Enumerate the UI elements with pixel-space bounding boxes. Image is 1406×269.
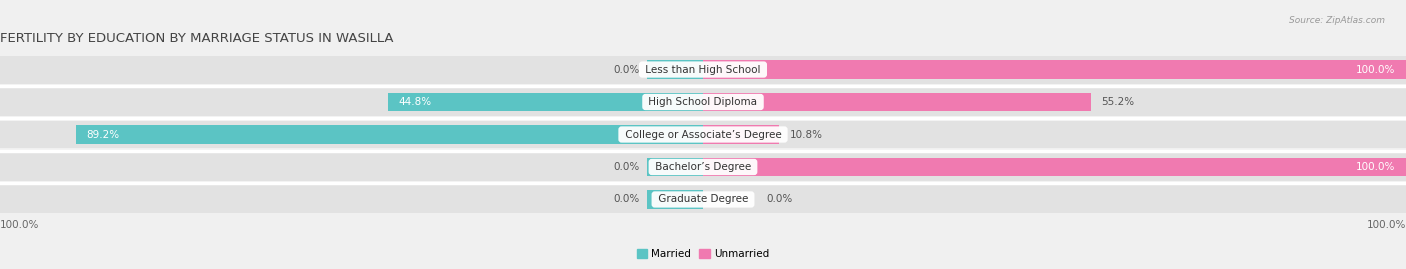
Bar — [388, 93, 703, 111]
Bar — [647, 60, 703, 79]
Text: 100.0%: 100.0% — [1355, 162, 1395, 172]
Bar — [703, 125, 779, 144]
Text: 55.2%: 55.2% — [1102, 97, 1135, 107]
Text: 0.0%: 0.0% — [613, 194, 640, 204]
Bar — [647, 190, 703, 209]
Bar — [0, 186, 1406, 213]
Text: Source: ZipAtlas.com: Source: ZipAtlas.com — [1289, 16, 1385, 25]
Bar — [647, 158, 703, 176]
Text: Bachelor’s Degree: Bachelor’s Degree — [652, 162, 754, 172]
Text: High School Diploma: High School Diploma — [645, 97, 761, 107]
Text: 44.8%: 44.8% — [399, 97, 432, 107]
Bar — [703, 158, 1406, 176]
Text: 10.8%: 10.8% — [790, 129, 823, 140]
Text: FERTILITY BY EDUCATION BY MARRIAGE STATUS IN WASILLA: FERTILITY BY EDUCATION BY MARRIAGE STATU… — [0, 32, 394, 45]
Text: 0.0%: 0.0% — [613, 65, 640, 75]
Legend: Married, Unmarried: Married, Unmarried — [633, 245, 773, 264]
Text: 0.0%: 0.0% — [613, 162, 640, 172]
Text: 100.0%: 100.0% — [1367, 220, 1406, 230]
Text: 100.0%: 100.0% — [1355, 65, 1395, 75]
Bar — [76, 125, 703, 144]
Text: Less than High School: Less than High School — [643, 65, 763, 75]
Text: 0.0%: 0.0% — [766, 194, 793, 204]
Text: College or Associate’s Degree: College or Associate’s Degree — [621, 129, 785, 140]
Bar — [703, 60, 1406, 79]
Text: 100.0%: 100.0% — [0, 220, 39, 230]
Bar — [0, 88, 1406, 116]
Bar — [0, 121, 1406, 148]
Text: 89.2%: 89.2% — [86, 129, 120, 140]
Bar — [0, 56, 1406, 83]
Bar — [703, 93, 1091, 111]
Text: Graduate Degree: Graduate Degree — [655, 194, 751, 204]
Bar — [0, 153, 1406, 181]
